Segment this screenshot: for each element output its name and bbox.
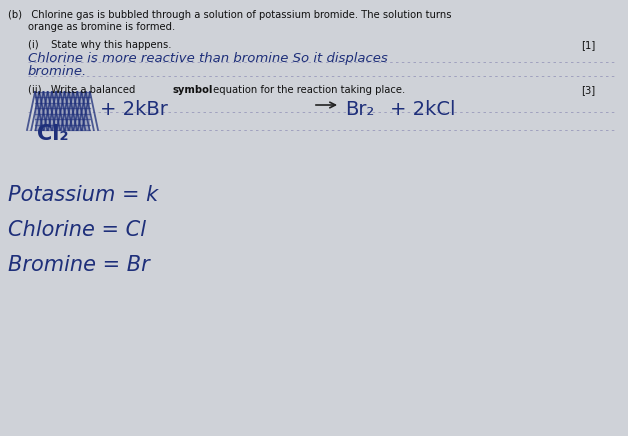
Text: Chlorine is more reactive than bromine So it displaces: Chlorine is more reactive than bromine S… <box>28 52 387 65</box>
Text: Potassium = k: Potassium = k <box>8 185 158 205</box>
Text: Chlorine = Cl: Chlorine = Cl <box>8 220 146 240</box>
Text: Bromine = Br: Bromine = Br <box>8 255 149 275</box>
Text: (b)   Chlorine gas is bubbled through a solution of potassium bromide. The solut: (b) Chlorine gas is bubbled through a so… <box>8 10 452 20</box>
Text: Cl₂: Cl₂ <box>37 124 68 144</box>
Text: symbol: symbol <box>173 85 214 95</box>
Text: (i)    State why this happens.: (i) State why this happens. <box>28 40 171 50</box>
Text: [1]: [1] <box>581 40 595 50</box>
Text: equation for the reaction taking place.: equation for the reaction taking place. <box>210 85 405 95</box>
Text: orange as bromine is formed.: orange as bromine is formed. <box>28 22 175 32</box>
Bar <box>35 92 90 130</box>
Text: bromine.: bromine. <box>28 65 87 78</box>
Text: + 2kCl: + 2kCl <box>390 100 455 119</box>
Text: [3]: [3] <box>581 85 595 95</box>
Text: (ii)   Write a balanced: (ii) Write a balanced <box>28 85 139 95</box>
Text: + 2kBr: + 2kBr <box>100 100 168 119</box>
Text: Br₂: Br₂ <box>345 100 374 119</box>
